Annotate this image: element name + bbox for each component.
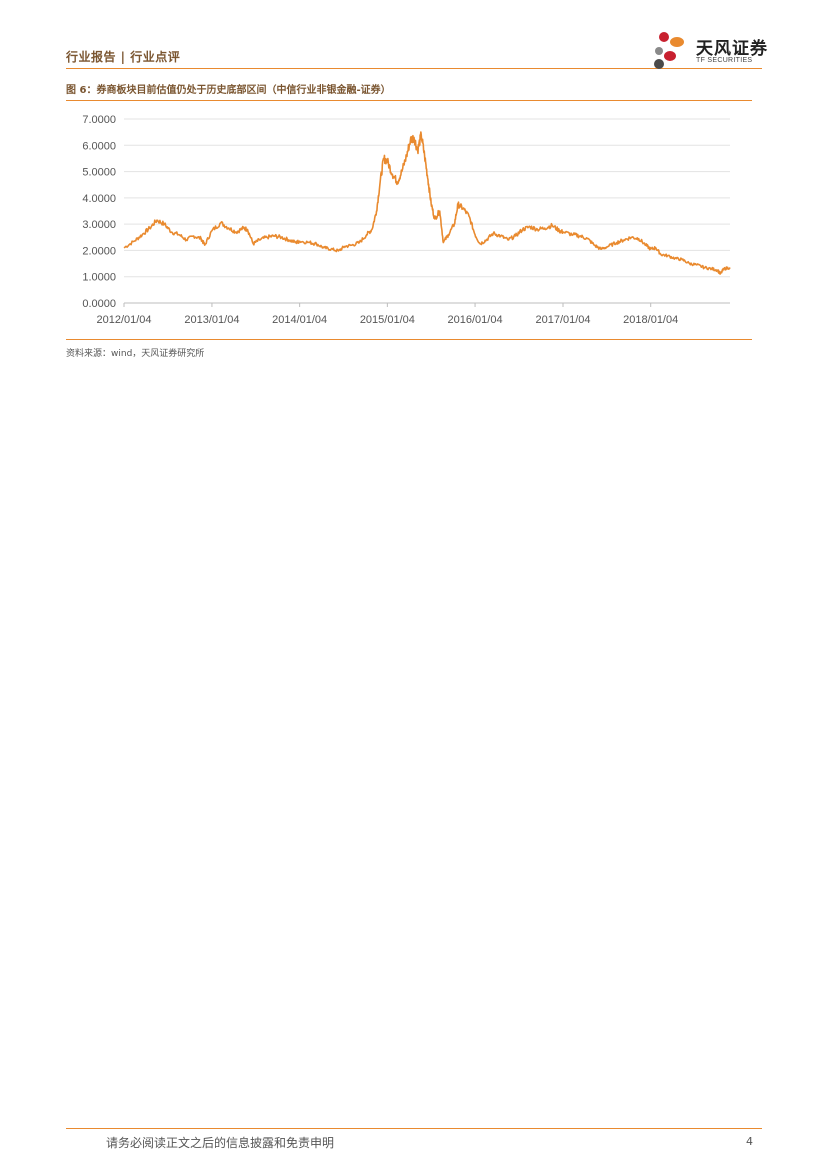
logo-petals-icon: [654, 32, 684, 69]
chart-gridlines: [124, 118, 730, 304]
x-tick-label: 2013/01/04: [184, 314, 239, 326]
y-tick-label: 5.0000: [82, 167, 116, 179]
series-line: [123, 131, 731, 275]
y-tick-label: 6.0000: [82, 140, 116, 152]
company-logo: 天风证券 TF SECURITIES: [650, 28, 770, 72]
data-source-note: 资料来源：wind，天风证券研究所: [66, 349, 205, 359]
report-type-label: 行业报告 | 行业点评: [66, 50, 181, 64]
page-number: 4: [746, 1135, 753, 1148]
x-axis-tick-labels: 2012/01/04 2013/01/04 2014/01/04 2015/01/04…: [96, 303, 678, 326]
logo-english-name: TF SECURITIES: [696, 57, 753, 64]
x-tick-label: 2018/01/04: [623, 314, 678, 326]
x-tick-label: 2014/01/04: [272, 314, 327, 326]
caption-divider: [66, 100, 752, 101]
y-tick-label: 0.0000: [82, 298, 116, 310]
x-tick-label: 2017/01/04: [535, 314, 590, 326]
y-axis-tick-labels: 0.0000 1.0000 2.0000 3.0000 4.0000 5.0000 6.00…: [82, 114, 116, 310]
y-tick-label: 3.0000: [82, 219, 116, 231]
x-tick-label: 2015/01/04: [360, 314, 415, 326]
header-divider: [66, 68, 762, 69]
y-tick-label: 4.0000: [82, 193, 116, 205]
chart-bottom-divider: [66, 339, 752, 340]
x-tick-label: 2012/01/04: [96, 314, 151, 326]
logo-chinese-name: 天风证券: [696, 39, 768, 59]
figure-caption: 图 6：券商板块目前估值仍处于历史底部区间（中信行业非银金融-证券）: [66, 85, 391, 96]
footer-disclaimer: 请务必阅读正文之后的信息披露和免责申明: [106, 1136, 335, 1150]
y-tick-label: 1.0000: [82, 272, 116, 284]
y-tick-label: 2.0000: [82, 245, 116, 257]
valuation-line-chart: 0.0000 1.0000 2.0000 3.0000 4.0000 5.0000 6.00…: [82, 114, 731, 326]
y-tick-label: 7.0000: [82, 114, 116, 126]
x-tick-label: 2016/01/04: [448, 314, 503, 326]
footer-divider: [66, 1128, 762, 1129]
